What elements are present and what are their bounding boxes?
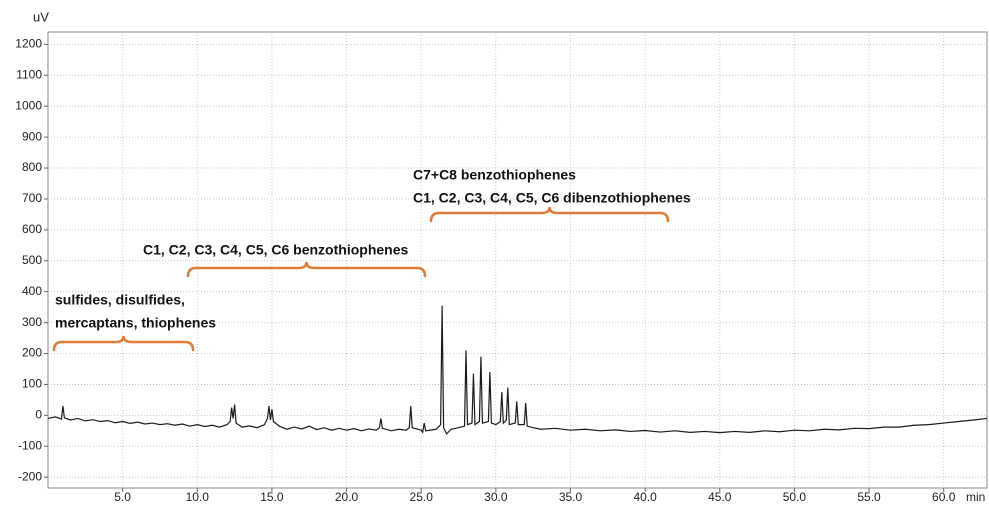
x-tick-label: 30.0 — [484, 490, 508, 504]
x-tick-label: 55.0 — [857, 490, 881, 504]
y-tick-label: -200 — [18, 469, 42, 483]
y-tick-label: 100 — [22, 377, 42, 391]
x-tick-label: 35.0 — [559, 490, 583, 504]
x-tick-label: 45.0 — [708, 490, 732, 504]
y-tick-label: 600 — [22, 222, 42, 236]
y-tick-label: 1100 — [16, 67, 42, 81]
x-unit: min — [966, 490, 985, 504]
plot-frame — [47, 31, 988, 489]
y-tick-label: 400 — [22, 284, 42, 298]
x-tick-label: 15.0 — [260, 490, 284, 504]
annotation-text: sulfides, disulfides, — [55, 292, 185, 308]
y-tick-label: 900 — [22, 129, 42, 143]
y-tick-label: 300 — [22, 315, 42, 329]
y-tick-label: 500 — [22, 253, 42, 267]
y-tick-label: 1200 — [15, 37, 42, 51]
y-tick-label: -100 — [18, 438, 42, 452]
x-tick-label: 60.0 — [932, 490, 956, 504]
annotation-text: C1, C2, C3, C4, C5, C6 dibenzothiophenes — [413, 190, 691, 206]
x-tick-label: 40.0 — [633, 490, 657, 504]
y-tick-label: 700 — [22, 191, 42, 205]
annotation-brace — [429, 206, 670, 223]
annotation-text: mercaptans, thiophenes — [55, 315, 216, 331]
y-tick-label: 1000 — [15, 98, 42, 112]
y-tick-label: 0 — [35, 408, 42, 422]
annotation-text: C1, C2, C3, C4, C5, C6 benzothiophenes — [143, 242, 408, 258]
annotation-text: C7+C8 benzothiophenes — [413, 167, 576, 183]
x-tick-label: 20.0 — [335, 490, 359, 504]
x-tick-label: 10.0 — [186, 490, 210, 504]
y-unit: uV — [33, 9, 49, 24]
annotation-brace — [186, 261, 427, 278]
y-tick-label: 800 — [22, 160, 42, 174]
annotation-brace — [52, 335, 195, 352]
x-tick-label: 25.0 — [410, 490, 434, 504]
y-tick-label: 200 — [22, 346, 42, 360]
x-tick-label: 50.0 — [783, 490, 807, 504]
x-tick-label: 5.0 — [114, 490, 131, 504]
trace — [47, 305, 988, 435]
